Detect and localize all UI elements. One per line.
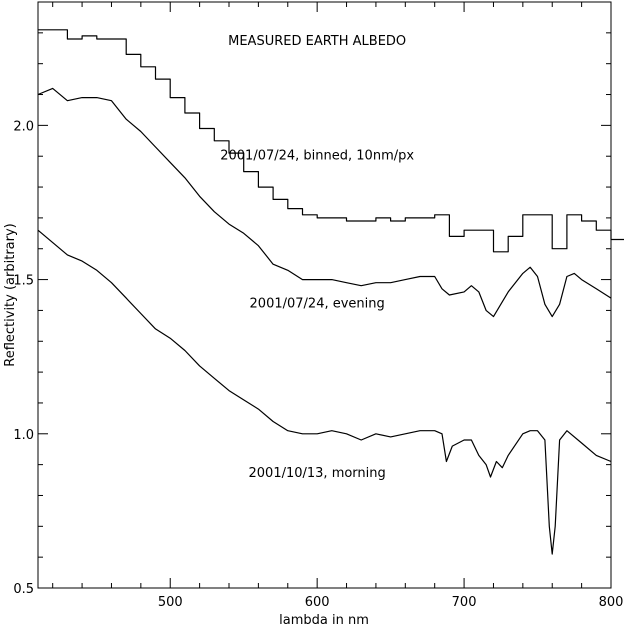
annotation-1: MEASURED EARTH ALBEDO xyxy=(228,34,406,49)
x-tick-label: 800 xyxy=(599,595,624,610)
y-tick-label: 1.5 xyxy=(13,274,34,289)
y-tick-label: 1.0 xyxy=(13,428,34,443)
y-axis-label: Reflectivity (arbitrary) xyxy=(3,223,18,366)
annotation-layer: MEASURED EARTH ALBEDO 2001/07/24, binned,… xyxy=(220,34,414,481)
axis-ticks: 500 600 700 800 0.5 1.0 1.5 2.0 xyxy=(13,2,623,610)
series-line-3 xyxy=(37,229,612,555)
annotation-2: 2001/07/24, binned, 10nm/px xyxy=(220,148,414,163)
x-axis-label: lambda in nm xyxy=(279,613,369,628)
x-tick-label: 700 xyxy=(452,595,477,610)
series-line-1 xyxy=(38,29,624,253)
y-tick-label: 2.0 xyxy=(13,119,34,134)
series-layer xyxy=(37,29,624,555)
annotation-4: 2001/10/13, morning xyxy=(249,466,386,481)
plot-frame xyxy=(37,1,612,589)
annotation-3: 2001/07/24, evening xyxy=(250,296,385,311)
x-tick-label: 500 xyxy=(158,595,183,610)
x-tick-label: 600 xyxy=(305,595,330,610)
series-line-2 xyxy=(37,87,612,318)
y-tick-label: 0.5 xyxy=(13,582,34,597)
